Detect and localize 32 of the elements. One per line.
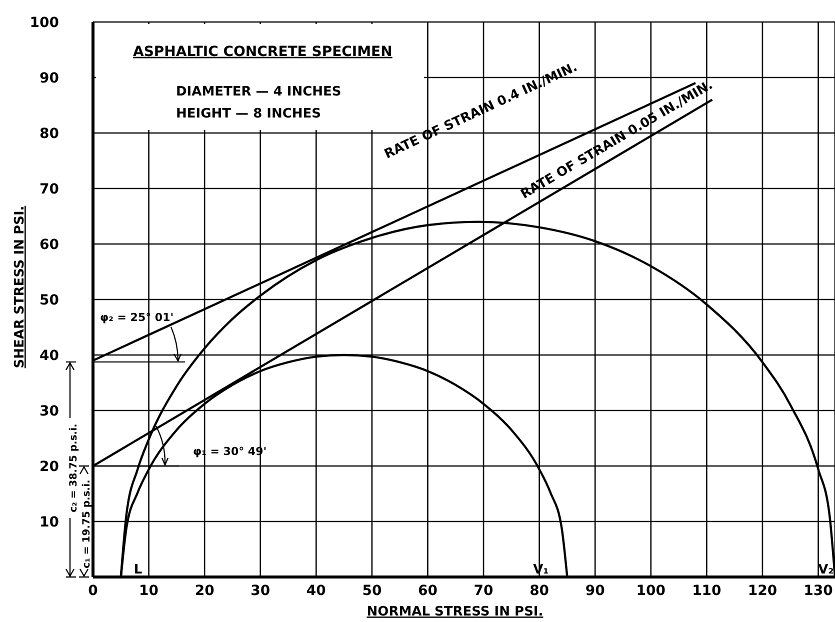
x-tick-label: 130 <box>804 582 834 599</box>
x-tick-label: 100 <box>636 582 666 599</box>
x-tick-label: 110 <box>692 582 722 599</box>
y-tick-label: 60 <box>40 236 60 253</box>
x-tick-label: 80 <box>530 582 550 599</box>
x-tick-label: 50 <box>362 582 382 599</box>
x-tick-label: 70 <box>474 582 494 599</box>
annotation: HEIGHT — 8 INCHES <box>176 106 322 122</box>
x-tick-label: 10 <box>139 582 159 599</box>
text: c₂ = 38.75 p.s.i. <box>68 424 80 512</box>
x-tick-label: 60 <box>418 582 438 599</box>
text: c₁ = 19.75 p.s.i. <box>82 480 93 568</box>
x-tick-label: 120 <box>748 582 778 599</box>
y-tick-label: 10 <box>40 514 60 530</box>
y-tick-label: 70 <box>40 181 60 198</box>
annotation: ASPHALTIC CONCRETE SPECIMEN <box>133 44 392 60</box>
x-tick-label: 40 <box>306 582 326 599</box>
x-tick-label: 30 <box>250 582 270 599</box>
y-tick-label: 30 <box>40 403 60 420</box>
x-tick-label: 0 <box>88 582 98 599</box>
y-tick-label: 80 <box>40 126 60 142</box>
y-tick-label: 20 <box>40 458 60 475</box>
annotation: DIAMETER — 4 INCHES <box>176 84 342 100</box>
x-tick-label: 20 <box>194 582 215 599</box>
y-tick-label: 50 <box>40 292 60 308</box>
y-tick-label: 40 <box>40 348 60 364</box>
annotation: L <box>134 562 142 578</box>
x-tick-label: 90 <box>585 582 606 599</box>
y-tick-label: 90 <box>40 70 60 86</box>
y-axis-title: SHEAR STRESS IN PSI. <box>12 206 28 368</box>
y-tick-label: 100 <box>30 14 60 31</box>
x-axis-title: NORMAL STRESS IN PSI. <box>366 604 544 620</box>
